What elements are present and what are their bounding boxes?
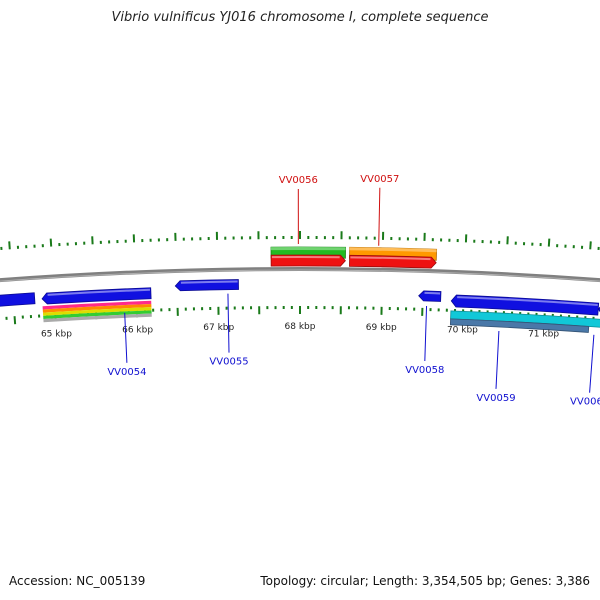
leader-line — [424, 305, 428, 361]
gene-labels: VV0054 VV0055 VV0056 VV0057 VV0058 VV0059 VV00… — [107, 174, 600, 408]
gene-label-vv0058[interactable]: VV0058 — [405, 365, 444, 376]
gene-arrow-shine — [424, 291, 441, 295]
gene-arrow-shine — [350, 256, 431, 261]
gene-arrow-partial — [0, 292, 36, 307]
backbone-line — [0, 267, 600, 283]
gene-arrow-shine — [180, 280, 238, 284]
scale-label: 68 kbp — [285, 322, 316, 332]
scale-labels: 65 kbp 66 kbp 67 kbp 68 kbp 69 kbp 70 kbp 71 k… — [41, 322, 559, 339]
genome-summary: Topology: circular; Length: 3,354,505 bp… — [260, 574, 590, 588]
gene-arrow-shine — [47, 288, 150, 296]
gene-label-vv0060[interactable]: VV0060 — [570, 397, 600, 408]
chromosome-backbone — [0, 267, 600, 283]
scale-label: 67 kbp — [203, 323, 234, 333]
leader-line — [495, 330, 500, 389]
leader-line — [124, 312, 128, 363]
gene-layer — [0, 254, 600, 316]
leader-line — [589, 334, 595, 393]
leader-line — [227, 293, 230, 353]
inner-tick — [13, 316, 17, 325]
scale-label: 65 kbp — [41, 329, 72, 339]
gene-arrow-shine — [271, 255, 340, 259]
gene-label-vv0059[interactable]: VV0059 — [476, 393, 515, 404]
leader-line — [378, 187, 381, 246]
feature-stripe — [42, 300, 152, 310]
backbone-highlight — [0, 269, 600, 282]
feature-stripe — [42, 303, 152, 313]
scale-label: 66 kbp — [122, 325, 153, 335]
outer-tick — [589, 241, 592, 250]
gene-arrow-shine — [457, 296, 598, 307]
feature-stripe — [42, 307, 152, 316]
gene-label-vv0055[interactable]: VV0055 — [209, 357, 248, 368]
scale-label: 71 kbp — [528, 329, 559, 339]
feature-band-shine — [349, 247, 437, 253]
map-title: Vibrio vulnificus YJ016 chromosome I, co… — [111, 10, 489, 25]
gene-label-vv0056[interactable]: VV0056 — [279, 175, 318, 186]
feature-band-shine — [271, 246, 346, 251]
feature-band — [449, 318, 590, 333]
outer-tick — [8, 241, 11, 250]
outer-tick-ring — [0, 231, 600, 251]
accession-label: Accession: NC_005139 — [9, 574, 146, 588]
gene-label-vv0057[interactable]: VV0057 — [360, 174, 399, 185]
gene-arrow-vv0059[interactable] — [450, 294, 600, 316]
scale-label: 70 kbp — [447, 325, 478, 335]
scale-label: 69 kbp — [366, 323, 397, 333]
feature-stripe — [43, 310, 152, 320]
gene-label-vv0054[interactable]: VV0054 — [107, 367, 146, 378]
